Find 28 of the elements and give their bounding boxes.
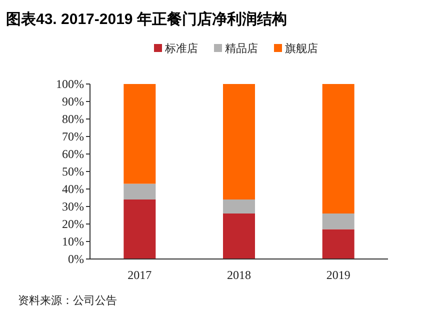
y-tick-label: 20% (62, 217, 84, 231)
y-tick-label: 50% (62, 164, 84, 178)
y-tick-label: 90% (62, 94, 84, 108)
y-tick-label: 10% (62, 234, 84, 248)
bar (124, 200, 156, 259)
y-tick-label: 100% (56, 77, 84, 91)
y-tick-label: 70% (62, 130, 84, 144)
bar (322, 84, 354, 214)
x-tick-label: 2017 (128, 268, 152, 282)
legend-label: 旗舰店 (285, 42, 318, 55)
chart-title: 图表43. 2017-2019 年正餐门店净利润结构 (6, 10, 287, 28)
bar (124, 84, 156, 184)
y-tick-label: 60% (62, 147, 84, 161)
bar (124, 184, 156, 200)
text: 资料来源：公司公告 (18, 294, 117, 307)
x-tick-label: 2019 (326, 268, 350, 282)
bar (223, 200, 255, 214)
y-tick-label: 40% (62, 182, 84, 196)
y-tick-label: 30% (62, 200, 84, 214)
y-tick-label: 80% (62, 112, 84, 126)
bar (322, 229, 354, 259)
bar (223, 84, 255, 200)
bar (322, 214, 354, 230)
legend-label: 精品店 (225, 42, 258, 55)
y-tick-label: 0% (68, 252, 84, 266)
bar (223, 214, 255, 259)
x-tick-label: 2018 (227, 268, 251, 282)
legend-label: 标准店 (164, 42, 198, 55)
